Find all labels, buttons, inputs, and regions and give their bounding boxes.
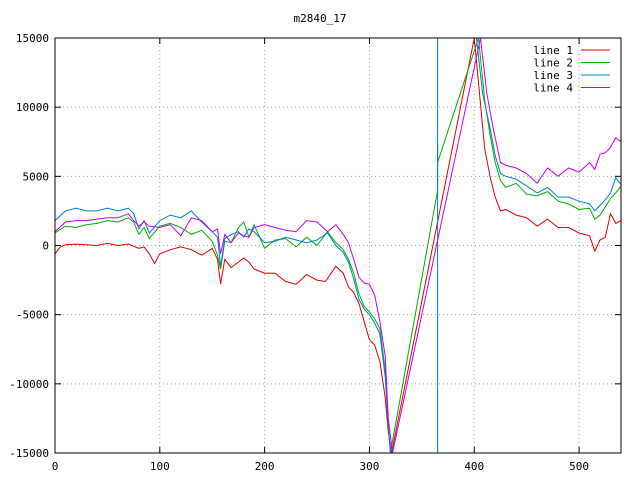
y-tick-label: -15000 — [9, 447, 49, 460]
series-layer — [55, 38, 621, 453]
legend-label-1: line 1 — [533, 44, 573, 57]
x-tick-label: 400 — [464, 460, 484, 473]
x-tick-label: 500 — [569, 460, 589, 473]
x-tick-label: 100 — [150, 460, 170, 473]
x-tick-label: 300 — [360, 460, 380, 473]
x-tick-label: 200 — [255, 460, 275, 473]
y-tick-label: 10000 — [16, 101, 49, 114]
y-tick-label: 0 — [42, 240, 49, 253]
plot-frame — [54, 37, 622, 454]
series-line-2 — [55, 38, 621, 453]
legend-label-2: line 2 — [533, 57, 573, 70]
series-line-4 — [55, 38, 621, 453]
y-tick-label: -5000 — [16, 309, 49, 322]
grid-layer — [55, 38, 621, 453]
tick-layer: 0 100 200 300 400 500 -15000 -10000 -5000 0 5000 10… — [9, 32, 621, 473]
series-line-3 — [55, 38, 621, 453]
y-tick-label: -10000 — [9, 378, 49, 391]
legend-label-3: line 3 — [533, 69, 573, 82]
y-tick-label: 15000 — [16, 32, 49, 45]
legend-label-4: line 4 — [533, 82, 573, 95]
x-tick-label: 0 — [52, 460, 59, 473]
chart-title: m2840_17 — [294, 12, 347, 25]
y-tick-label: 5000 — [23, 170, 50, 183]
series-line-1 — [55, 38, 621, 453]
